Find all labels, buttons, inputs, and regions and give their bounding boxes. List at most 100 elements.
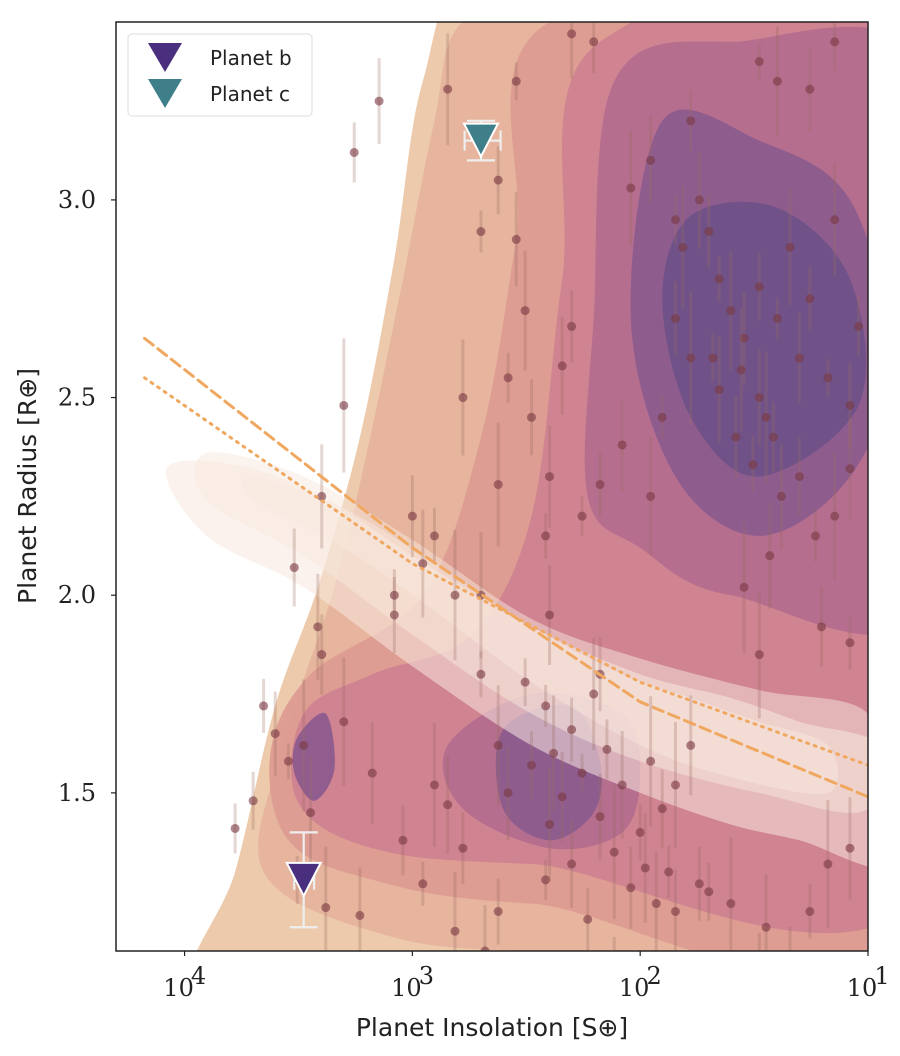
sample-planet-point bbox=[230, 823, 240, 833]
sample-planet-point bbox=[589, 689, 599, 699]
x-tick-label: 10 bbox=[163, 974, 194, 1002]
sample-planet-point bbox=[686, 740, 696, 750]
sample-planet-point bbox=[541, 875, 551, 885]
sample-planet-point bbox=[321, 903, 331, 913]
sample-planet-point bbox=[493, 480, 503, 490]
sample-planet-point bbox=[754, 57, 764, 67]
y-tick-label: 1.5 bbox=[58, 779, 96, 807]
sample-planet-point bbox=[726, 306, 736, 316]
sample-planet-point bbox=[443, 800, 453, 810]
sample-planet-point bbox=[755, 966, 764, 975]
sample-planet-point bbox=[248, 796, 258, 806]
sample-planet-point bbox=[670, 780, 680, 790]
sample-planet-point bbox=[739, 582, 749, 592]
x-tick-label: 10 bbox=[847, 974, 878, 1002]
x-tick-exponent: 2 bbox=[647, 962, 662, 990]
sample-planet-point bbox=[845, 638, 855, 648]
sample-planet-point bbox=[785, 242, 795, 252]
sample-planet-point bbox=[389, 610, 399, 620]
density-level-10 bbox=[662, 201, 867, 477]
sample-planet-point bbox=[527, 760, 537, 770]
sample-planet-point bbox=[761, 922, 771, 932]
planet-c-marker bbox=[462, 122, 500, 159]
sample-planet-point bbox=[626, 183, 636, 193]
sample-planet-point bbox=[567, 725, 577, 735]
sample-planet-point bbox=[493, 740, 503, 750]
sample-planet-point bbox=[794, 353, 804, 363]
x-tick-exponent: 4 bbox=[191, 962, 206, 990]
sample-planet-point bbox=[299, 740, 309, 750]
sample-planet-point bbox=[476, 669, 486, 679]
sample-planet-point bbox=[443, 84, 453, 94]
sample-planet-point bbox=[776, 491, 786, 501]
sample-planet-point bbox=[349, 147, 359, 157]
y-tick-label: 2.5 bbox=[58, 384, 96, 412]
sample-planet-point bbox=[640, 863, 650, 873]
x-tick-label: 10 bbox=[391, 974, 422, 1002]
sample-planet-point bbox=[602, 744, 612, 754]
sample-planet-point bbox=[306, 808, 316, 818]
sample-planet-point bbox=[617, 780, 627, 790]
sample-planet-point bbox=[714, 274, 724, 284]
sample-planet-point bbox=[317, 491, 327, 501]
sample-planet-point bbox=[493, 175, 503, 185]
sample-planet-point bbox=[708, 353, 718, 363]
sample-planet-point bbox=[670, 313, 680, 323]
plot-area bbox=[143, 22, 868, 975]
sample-planet-point bbox=[805, 84, 815, 94]
x-axis-label: Planet Insolation [S⊕] bbox=[356, 1013, 628, 1042]
sample-planet-point bbox=[657, 412, 667, 422]
sample-planet-point bbox=[731, 432, 741, 442]
sample-planet-point bbox=[577, 768, 587, 778]
sample-planet-point bbox=[811, 531, 821, 541]
sample-planet-point bbox=[686, 116, 696, 126]
sample-planet-point bbox=[772, 76, 782, 86]
sample-planet-point bbox=[339, 400, 349, 410]
sample-planet-point bbox=[714, 385, 724, 395]
sample-planet-point bbox=[830, 511, 840, 521]
sample-planet-point bbox=[389, 590, 399, 600]
sample-planet-point bbox=[845, 464, 855, 474]
sample-planet-point bbox=[367, 768, 377, 778]
sample-planet-point bbox=[270, 729, 280, 739]
sample-planet-point bbox=[670, 215, 680, 225]
x-tick-exponent: 1 bbox=[874, 962, 889, 990]
plot-frame bbox=[115, 21, 869, 952]
sample-planet-point bbox=[704, 887, 714, 897]
sample-planet-point bbox=[595, 812, 605, 822]
sample-planet-point bbox=[830, 215, 840, 225]
sample-planet-point bbox=[678, 242, 688, 252]
x-tick-exponent: 3 bbox=[419, 962, 434, 990]
sample-planet-point bbox=[545, 610, 555, 620]
density-level-9 bbox=[292, 712, 335, 801]
sample-planet-point bbox=[785, 962, 794, 971]
sample-planet-point bbox=[854, 321, 864, 331]
sample-planet-point bbox=[339, 717, 349, 727]
y-tick-label: 2.0 bbox=[58, 581, 96, 609]
sample-planet-point bbox=[511, 76, 521, 86]
sample-planet-point bbox=[794, 472, 804, 482]
sample-planet-point bbox=[374, 96, 384, 106]
sample-planet-point bbox=[520, 306, 530, 316]
sample-planet-point bbox=[612, 950, 617, 951]
valley-line-dotted bbox=[143, 376, 868, 767]
sample-planet-point bbox=[694, 879, 704, 889]
sample-planet-point bbox=[589, 37, 599, 47]
sample-planet-point bbox=[429, 531, 439, 541]
sample-planet-point bbox=[418, 559, 428, 569]
sample-planet-point bbox=[493, 906, 503, 916]
sample-planet-point bbox=[259, 701, 269, 711]
sample-planet-point bbox=[313, 622, 323, 632]
planet-b-marker bbox=[285, 861, 323, 899]
sample-planet-point bbox=[567, 859, 577, 869]
y-axis-label: Planet Radius [R⊕] bbox=[13, 368, 42, 604]
sample-planet-point bbox=[761, 412, 771, 422]
sample-planet-point bbox=[816, 622, 826, 632]
sample-planet-point bbox=[646, 491, 656, 501]
sample-planet-point bbox=[418, 879, 428, 889]
sample-planet-point bbox=[845, 843, 855, 853]
sample-planet-point bbox=[407, 511, 417, 521]
sample-planet-point bbox=[541, 701, 551, 711]
highlighted-planets bbox=[285, 119, 502, 929]
